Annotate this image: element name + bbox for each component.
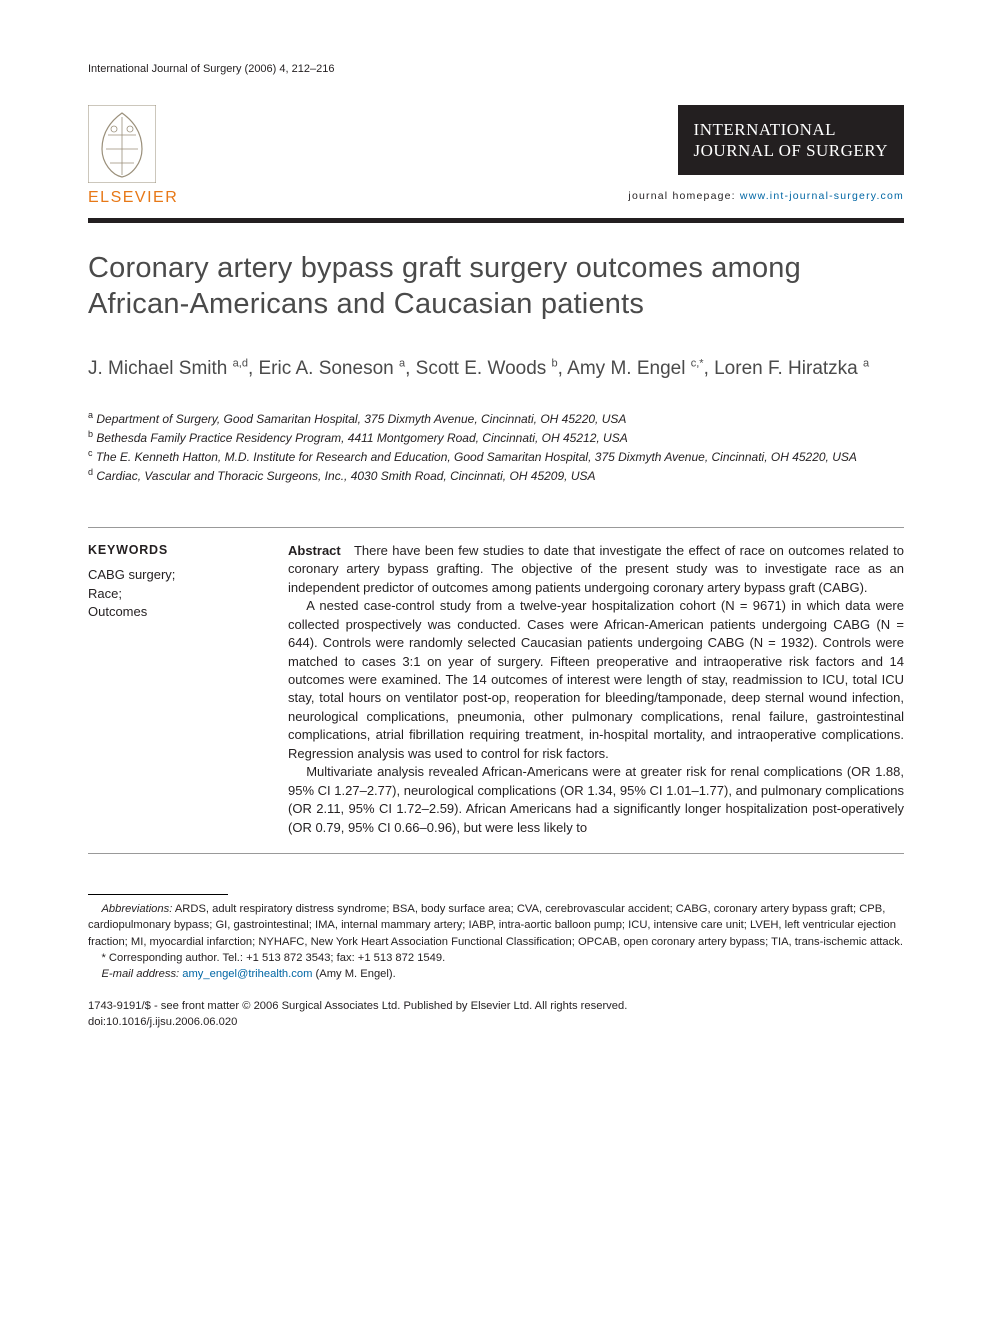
copyright-block: 1743-9191/$ - see front matter © 2006 Su… [88,998,904,1030]
publisher-block: ELSEVIER [88,105,178,209]
abbr-text: ARDS, adult respiratory distress syndrom… [88,903,903,947]
corresponding-author-line: * Corresponding author. Tel.: +1 513 872… [88,950,904,966]
email-line: E-mail address: amy_engel@trihealth.com … [88,966,904,982]
keywords-heading: KEYWORDS [88,542,258,562]
email-link[interactable]: amy_engel@trihealth.com [182,968,312,980]
email-label: E-mail address: [101,968,182,980]
abbr-label: Abbreviations: [101,903,172,915]
keyword-item: Outcomes [88,603,258,622]
homepage-label: journal homepage: [628,190,740,202]
homepage-link[interactable]: www.int-journal-surgery.com [740,190,904,202]
affiliation-line: b Bethesda Family Practice Residency Pro… [88,428,904,447]
elsevier-logo-icon [88,105,156,183]
keyword-item: Race; [88,585,258,604]
abstract-paragraph: Abstract There have been few studies to … [288,542,904,597]
running-head: International Journal of Surgery (2006) … [88,62,904,77]
publisher-name: ELSEVIER [88,187,178,209]
thick-rule [88,218,904,223]
journal-badge: INTERNATIONAL JOURNAL OF SURGERY [678,105,904,176]
email-suffix: (Amy M. Engel). [312,968,395,980]
abstract-keywords-row: KEYWORDS CABG surgery;Race;Outcomes Abst… [88,527,904,854]
affiliations: a Department of Surgery, Good Samaritan … [88,409,904,485]
affiliation-line: c The E. Kenneth Hatton, M.D. Institute … [88,447,904,466]
keywords-column: KEYWORDS CABG surgery;Race;Outcomes [88,542,258,837]
header-row: ELSEVIER INTERNATIONAL JOURNAL OF SURGER… [88,105,904,209]
affiliation-line: d Cardiac, Vascular and Thoracic Surgeon… [88,466,904,485]
abstract-paragraph: Multivariate analysis revealed African-A… [288,763,904,837]
footnotes: Abbreviations: ARDS, adult respiratory d… [88,901,904,982]
article-title: Coronary artery bypass graft surgery out… [88,251,904,322]
abbreviations-line: Abbreviations: ARDS, adult respiratory d… [88,901,904,950]
affiliation-line: a Department of Surgery, Good Samaritan … [88,409,904,428]
keywords-list: CABG surgery;Race;Outcomes [88,566,258,623]
journal-name-line1: INTERNATIONAL [694,119,888,140]
journal-block: INTERNATIONAL JOURNAL OF SURGERY journal… [628,105,904,204]
keyword-item: CABG surgery; [88,566,258,585]
abstract-column: Abstract There have been few studies to … [288,542,904,837]
journal-homepage: journal homepage: www.int-journal-surger… [628,189,904,203]
doi-line: doi:10.1016/j.ijsu.2006.06.020 [88,1014,904,1030]
footnote-rule [88,894,228,895]
abstract-paragraph: A nested case-control study from a twelv… [288,597,904,763]
journal-name-line2: JOURNAL OF SURGERY [694,140,888,161]
authors: J. Michael Smith a,d, Eric A. Soneson a,… [88,356,904,383]
copyright-line1: 1743-9191/$ - see front matter © 2006 Su… [88,998,904,1014]
